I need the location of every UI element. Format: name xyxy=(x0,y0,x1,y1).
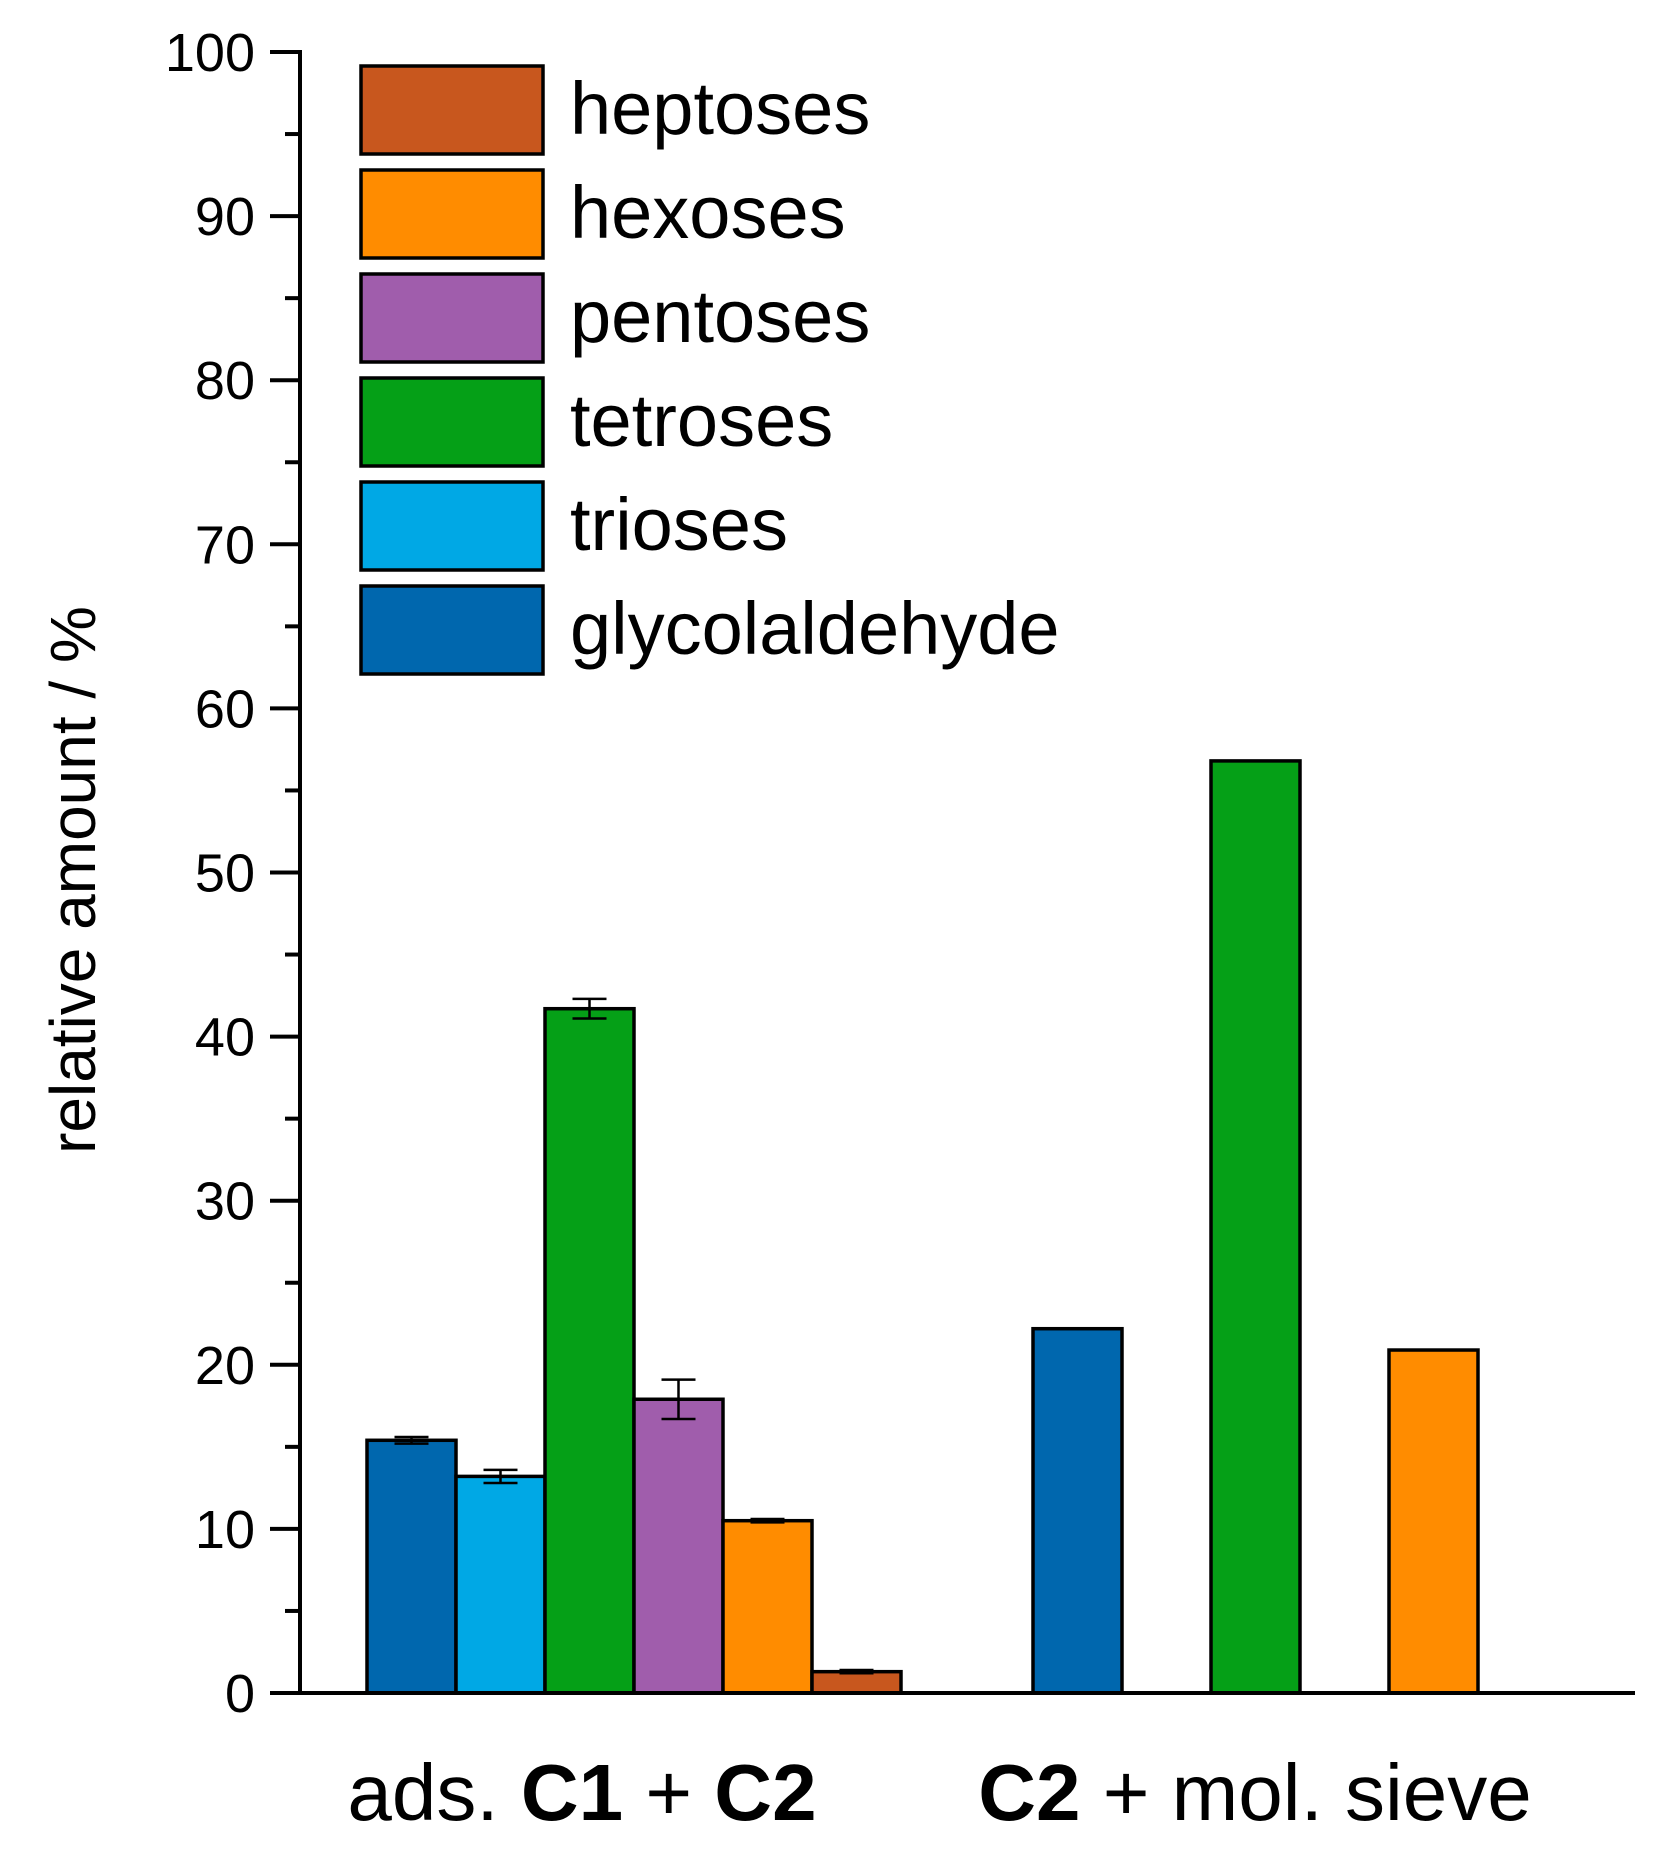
bars xyxy=(365,759,1480,1695)
legend-swatch xyxy=(359,64,545,156)
x-category-label: ads. C1 + C2 xyxy=(347,1748,816,1837)
y-tick-label: 60 xyxy=(195,679,255,739)
legend-swatch xyxy=(359,584,545,676)
legend-label: glycolaldehyde xyxy=(570,587,1060,670)
y-tick-label: 40 xyxy=(195,1008,255,1068)
bar-hexoses xyxy=(1387,1348,1480,1695)
legend-item-heptoses: heptoses xyxy=(359,64,870,156)
y-tick-label: 10 xyxy=(195,1500,255,1560)
y-tick-label: 80 xyxy=(195,351,255,411)
legend-swatch xyxy=(359,272,545,364)
error-bar-pentoses xyxy=(661,1378,696,1421)
y-tick-label: 100 xyxy=(165,23,255,83)
legend-swatch xyxy=(359,376,545,468)
legend-item-hexoses: hexoses xyxy=(359,168,846,260)
y-axis-label: relative amount / % xyxy=(37,606,109,1154)
legend-item-trioses: trioses xyxy=(359,480,788,572)
error-bar-glycolaldehyde xyxy=(394,1435,429,1445)
x-category-label-part: C2 xyxy=(714,1748,816,1837)
y-tick-label: 70 xyxy=(195,515,255,575)
bar-hexoses xyxy=(721,1518,814,1695)
legend-label: hexoses xyxy=(570,171,846,254)
legend-item-glycolaldehyde: glycolaldehyde xyxy=(359,584,1060,676)
y-tick-label: 0 xyxy=(225,1664,255,1724)
error-bar-tetroses xyxy=(572,997,607,1020)
y-axis-ticks xyxy=(270,50,300,1695)
legend-label: heptoses xyxy=(570,67,870,150)
legend-swatch xyxy=(359,168,545,260)
x-category-label-part: C1 xyxy=(521,1748,623,1837)
y-axis-tick-labels: 0 10 20 30 40 50 60 70 80 90 100 xyxy=(165,23,255,1724)
x-category-label-part: C2 xyxy=(978,1748,1080,1837)
error-bar-trioses xyxy=(483,1468,518,1485)
legend-swatch xyxy=(359,480,545,572)
legend-label: tetroses xyxy=(570,379,833,462)
bar-tetroses xyxy=(543,1006,636,1695)
legend-item-pentoses: pentoses xyxy=(359,272,870,364)
x-category-label-part: + mol. sieve xyxy=(1080,1748,1531,1837)
x-category-label: C2 + mol. sieve xyxy=(978,1748,1532,1837)
y-tick-label: 50 xyxy=(195,844,255,904)
x-category-label-part: + xyxy=(623,1748,714,1837)
y-tick-label: 90 xyxy=(195,187,255,247)
legend-label: pentoses xyxy=(570,275,870,358)
error-bars xyxy=(394,997,874,1675)
bar-trioses xyxy=(454,1474,547,1695)
error-bar-hexoses xyxy=(750,1517,785,1524)
x-category-label-part: ads. xyxy=(347,1748,520,1837)
bar-pentoses xyxy=(632,1397,725,1695)
error-bar-heptoses xyxy=(839,1668,874,1675)
legend-label: trioses xyxy=(570,483,788,566)
bar-glycolaldehyde xyxy=(365,1438,458,1695)
bar-glycolaldehyde xyxy=(1031,1326,1124,1695)
legend-item-tetroses: tetroses xyxy=(359,376,833,468)
y-tick-label: 20 xyxy=(195,1336,255,1396)
legend: heptoses hexoses pentoses tetroses trioses gl… xyxy=(359,64,1060,676)
y-tick-label: 30 xyxy=(195,1172,255,1232)
bar-tetroses xyxy=(1209,759,1302,1695)
x-axis-category-labels: ads. C1 + C2 C2 + mol. sieve xyxy=(347,1748,1531,1837)
bar-heptoses xyxy=(810,1669,903,1695)
